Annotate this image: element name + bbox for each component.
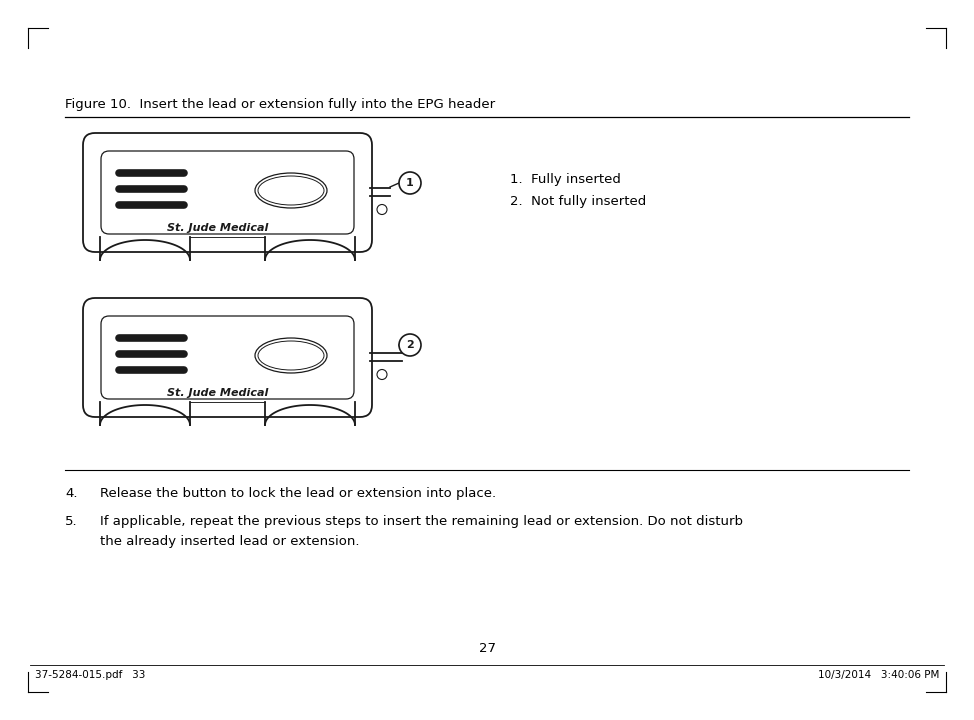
- FancyBboxPatch shape: [83, 298, 372, 417]
- Ellipse shape: [255, 338, 327, 373]
- Text: St. Jude Medical: St. Jude Medical: [167, 223, 268, 233]
- Text: 1: 1: [406, 178, 414, 188]
- Text: If applicable, repeat the previous steps to insert the remaining lead or extensi: If applicable, repeat the previous steps…: [100, 515, 743, 528]
- Ellipse shape: [255, 173, 327, 208]
- Text: 10/3/2014   3:40:06 PM: 10/3/2014 3:40:06 PM: [817, 670, 939, 680]
- FancyBboxPatch shape: [101, 151, 354, 234]
- Text: 4.: 4.: [65, 487, 78, 500]
- Text: 2: 2: [406, 340, 414, 350]
- Text: 37-5284-015.pdf   33: 37-5284-015.pdf 33: [35, 670, 145, 680]
- FancyBboxPatch shape: [101, 316, 354, 399]
- Text: Figure 10.  Insert the lead or extension fully into the EPG header: Figure 10. Insert the lead or extension …: [65, 98, 495, 111]
- Text: 27: 27: [478, 642, 496, 655]
- Text: 1.  Fully inserted: 1. Fully inserted: [510, 173, 620, 186]
- Text: St. Jude Medical: St. Jude Medical: [167, 388, 268, 398]
- Text: 5.: 5.: [65, 515, 78, 528]
- Circle shape: [399, 334, 421, 356]
- Circle shape: [377, 204, 387, 215]
- Circle shape: [377, 369, 387, 379]
- Ellipse shape: [258, 176, 324, 205]
- Text: the already inserted lead or extension.: the already inserted lead or extension.: [100, 535, 359, 548]
- Ellipse shape: [258, 341, 324, 370]
- Text: Release the button to lock the lead or extension into place.: Release the button to lock the lead or e…: [100, 487, 496, 500]
- Text: 2.  Not fully inserted: 2. Not fully inserted: [510, 195, 647, 208]
- Circle shape: [399, 172, 421, 194]
- FancyBboxPatch shape: [83, 133, 372, 252]
